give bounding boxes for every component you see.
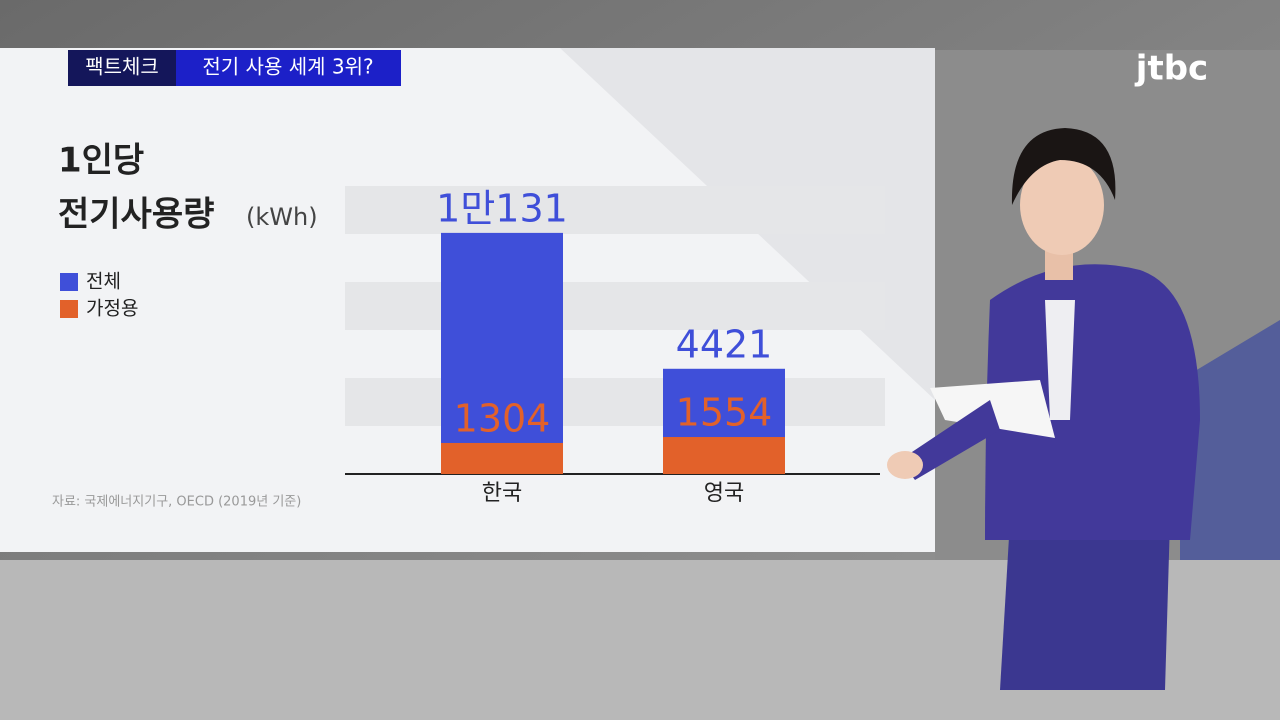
legend-label: 가정용 [86,298,138,320]
presenter-face [1020,155,1104,255]
stripe [345,186,885,234]
value-label: 1304 [454,396,551,440]
unit-label: (kWh) [246,203,318,231]
bar [441,232,563,474]
x-tick-label: 한국 [482,481,522,506]
bar [663,437,785,474]
presenter-arm [900,400,1000,480]
headline: 전기 사용 세계 3위? [202,55,373,79]
stripe [345,282,885,330]
presenter-jacket [985,264,1200,540]
chart-title: 1인당 [58,141,144,181]
legend-swatch [60,273,78,291]
headline-box [176,50,401,86]
presenter-blouse [1045,300,1075,420]
legend-swatch [60,300,78,318]
badge-box [68,50,176,86]
value-label: 1554 [676,391,773,435]
badge: 팩트체크 [85,55,159,79]
legend-label: 전체 [86,271,121,293]
source-note: 자료: 국제에너지기구, OECD (2019년 기준) [52,495,301,510]
chart-title: 전기사용량 [58,195,214,235]
stripe [345,378,885,426]
studio-floor [0,560,1280,720]
value-label: 1만131 [436,186,568,230]
presenter-hair [1011,128,1116,205]
wall-accent [1180,320,1280,560]
x-tick-label: 영국 [704,481,744,506]
presenter-trousers [1000,520,1170,690]
presenter-hand [887,451,923,479]
presenter [887,128,1200,690]
value-label: 4421 [676,322,773,366]
bar [441,442,563,474]
logo: jtbc [1134,49,1208,89]
